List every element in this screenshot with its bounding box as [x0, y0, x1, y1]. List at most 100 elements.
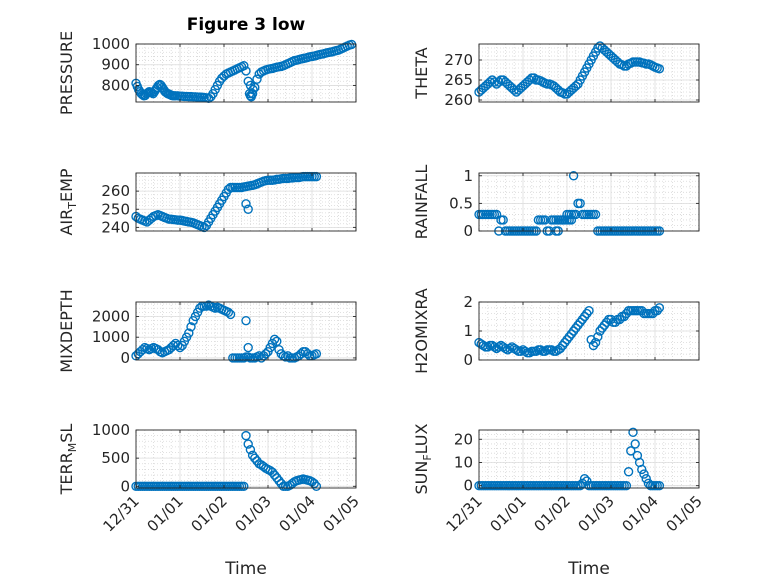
- data-point: [247, 89, 257, 99]
- y-tick-label: 0: [120, 477, 130, 495]
- subplot-pressure: 800 900 1000 PRESSURE: [57, 31, 357, 115]
- data-point: [272, 336, 282, 347]
- data-point: [186, 322, 196, 332]
- y-axis-label: TERRMSL: [57, 424, 79, 496]
- data-point: [597, 323, 607, 333]
- x-tick-label: 01/04: [276, 492, 319, 535]
- data-point: [568, 171, 579, 181]
- data-point: [137, 344, 148, 355]
- y-tick-label: 1000: [92, 328, 130, 346]
- x-tick-label: 01/04: [619, 492, 662, 535]
- y-tick-label: 20: [454, 430, 473, 448]
- data-point: [566, 209, 577, 220]
- data-point: [531, 346, 541, 356]
- data-point: [564, 332, 574, 342]
- data-point: [505, 343, 515, 354]
- x-tick-label: 01/03: [575, 492, 618, 535]
- data-point: [637, 464, 647, 475]
- subplot-mixdepth: 0 1000 2000 MIXDEPTH: [57, 289, 357, 373]
- y-tick-label: 2: [463, 293, 473, 311]
- data-point: [184, 328, 194, 338]
- figure-title: Figure 3 low: [187, 15, 306, 35]
- x-tick-label: 01/01: [144, 492, 187, 535]
- data-point: [248, 84, 258, 95]
- subplot-theta: 260 265 270 THETA: [412, 41, 700, 109]
- data-point: [241, 315, 251, 326]
- data-point: [241, 66, 251, 76]
- data-point: [540, 215, 550, 225]
- data-point: [168, 340, 179, 351]
- data-point: [175, 342, 185, 353]
- x-tick-label: 12/31: [443, 492, 486, 535]
- data-point: [562, 335, 572, 345]
- subplot-h2omixra: 0 1 2 H2OMIXRA: [412, 288, 700, 374]
- data-point: [239, 61, 249, 71]
- data-point: [483, 342, 493, 352]
- subplot-terr-msl: 0 500 1000 12/31 01/01 01/02 01/03 01/04 01/05 TE…: [57, 421, 363, 535]
- data-point: [571, 81, 581, 91]
- y-axis-label: PRESSURE: [57, 31, 76, 115]
- data-point: [535, 345, 546, 355]
- data-point: [498, 215, 508, 225]
- data-point: [524, 75, 535, 85]
- subplot-rainfall: 0 0.5 1 RAINFALL: [412, 165, 700, 240]
- data-point: [524, 348, 535, 358]
- y-tick-label: 500: [101, 449, 130, 467]
- y-tick-label: 0.5: [449, 194, 473, 212]
- data-point: [577, 314, 588, 325]
- data-point: [654, 64, 665, 74]
- data-point: [494, 342, 504, 352]
- data-point: [311, 349, 322, 359]
- data-point: [623, 467, 634, 477]
- y-tick-label: 900: [101, 56, 130, 74]
- x-tick-label: 01/03: [232, 492, 275, 535]
- data-point: [626, 446, 636, 456]
- data-point: [225, 309, 236, 320]
- y-tick-label: 0: [463, 477, 473, 495]
- data-point: [252, 74, 262, 84]
- data-point: [494, 77, 504, 87]
- data-point: [568, 326, 579, 336]
- data-point: [261, 349, 271, 359]
- data-point: [652, 306, 662, 316]
- y-tick-label: 240: [101, 218, 130, 236]
- y-tick-label: 1000: [92, 35, 130, 53]
- axes-frame: [135, 301, 357, 361]
- data-series: [474, 303, 665, 358]
- data-point: [630, 439, 640, 449]
- x-tick-label: 01/05: [663, 492, 706, 535]
- data-point: [571, 209, 581, 220]
- data-point: [245, 445, 256, 455]
- x-tick-label: 01/01: [487, 492, 530, 535]
- data-point: [243, 439, 253, 449]
- data-point: [619, 311, 629, 322]
- axes-frame: [135, 43, 357, 103]
- axes-frame: [135, 172, 357, 232]
- y-axis-label: H2OMIXRA: [412, 288, 431, 374]
- y-tick-label: 1: [463, 167, 473, 185]
- data-point: [579, 311, 590, 322]
- data-point: [269, 334, 280, 344]
- data-point: [654, 303, 665, 313]
- x-tick-label: 01/02: [531, 492, 574, 535]
- data-point: [579, 474, 590, 484]
- data-point: [516, 346, 526, 356]
- data-point: [243, 342, 253, 353]
- y-tick-label: 265: [444, 71, 473, 89]
- data-point: [639, 469, 649, 479]
- data-point: [173, 340, 183, 351]
- data-point: [555, 343, 566, 354]
- data-point: [509, 85, 519, 95]
- data-point: [577, 478, 588, 489]
- x-tick-label: 12/31: [100, 492, 143, 535]
- data-point: [223, 307, 234, 318]
- data-point: [593, 332, 603, 342]
- data-point: [489, 342, 500, 352]
- x-tick-label: 01/02: [188, 492, 231, 535]
- data-point: [641, 474, 651, 484]
- y-tick-label: 0: [463, 222, 473, 240]
- data-point: [511, 345, 522, 355]
- data-point: [500, 343, 511, 354]
